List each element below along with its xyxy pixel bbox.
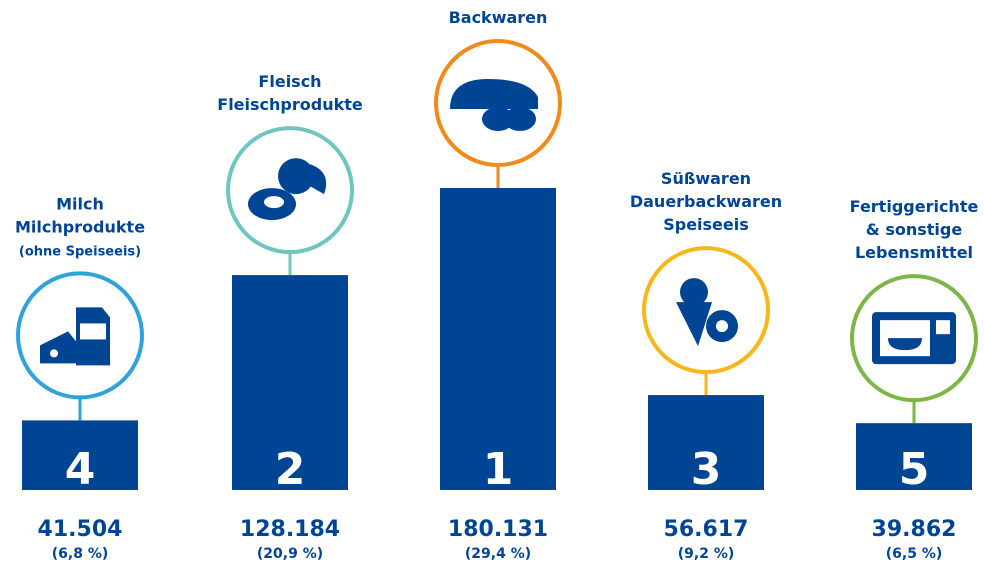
icon: [278, 158, 314, 195]
icon: [482, 107, 514, 131]
share-label: (6,8 %): [52, 546, 109, 562]
category-label: Süßwaren: [661, 169, 751, 188]
category-label: Milchprodukte: [15, 217, 145, 236]
rank: 4: [65, 444, 96, 495]
icon: [264, 196, 284, 209]
icon: [80, 323, 106, 340]
icon: [248, 158, 327, 221]
icon: [936, 320, 950, 335]
category-label: Backwaren: [449, 8, 548, 27]
icon: [450, 79, 538, 109]
category-label: Fleischprodukte: [217, 95, 363, 114]
icon: [680, 278, 708, 307]
category-label: Fertiggerichte: [850, 197, 979, 216]
share-label: (29,4 %): [465, 546, 531, 562]
icon: [40, 331, 76, 364]
bar: [22, 420, 138, 490]
icon: [872, 312, 956, 365]
icon: [310, 164, 327, 195]
category-label: Speiseeis: [663, 215, 749, 234]
value-label: 56.617: [664, 517, 749, 542]
bar: [440, 188, 556, 490]
category-label: Milch: [56, 194, 104, 213]
icon: [504, 107, 536, 131]
rank: 3: [691, 444, 722, 495]
icon: [676, 278, 738, 347]
icon: [888, 338, 922, 351]
share-label: (20,9 %): [257, 546, 323, 562]
category-label: & sonstige: [866, 220, 963, 239]
icon: [50, 349, 58, 358]
rank: 5: [899, 444, 930, 495]
rank: 1: [483, 444, 514, 495]
bar: [856, 423, 972, 490]
icon: [676, 302, 712, 347]
rank: 2: [275, 444, 306, 495]
share-label: (9,2 %): [678, 546, 735, 562]
category-label: Lebensmittel: [855, 243, 973, 262]
icon: [40, 307, 110, 366]
value-label: 180.131: [448, 517, 548, 542]
bar: [232, 275, 348, 490]
category-label: Fleisch: [258, 72, 321, 91]
icon: [450, 79, 538, 131]
share-label: (6,5 %): [886, 546, 943, 562]
icon: [716, 320, 728, 333]
value-label: 128.184: [240, 517, 340, 542]
value-label: 41.504: [38, 517, 123, 542]
value-label: 39.862: [872, 517, 957, 542]
bar: [648, 395, 764, 490]
category-label: (ohne Speiseeis): [19, 244, 141, 259]
category-label: Dauerbackwaren: [630, 192, 782, 211]
